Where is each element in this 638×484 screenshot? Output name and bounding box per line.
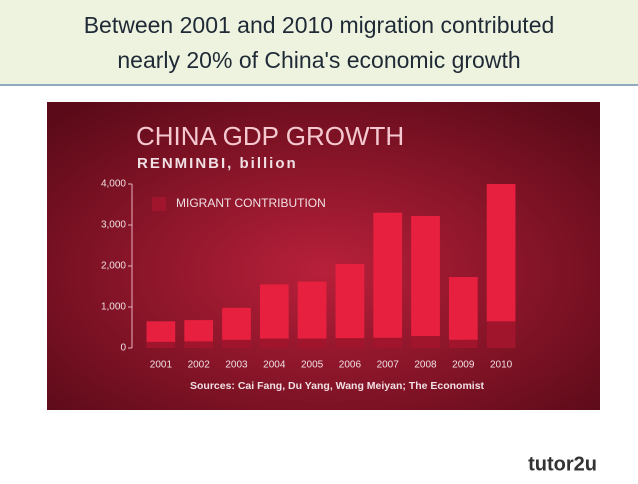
bar-segment: [335, 338, 365, 348]
x-tick-label: 2006: [339, 360, 362, 371]
chart-source: Sources: Cai Fang, Du Yang, Wang Meiyan;…: [190, 380, 485, 392]
header-line: Between 2001 and 2010 migration contribu…: [84, 12, 555, 38]
bar-segment: [222, 339, 251, 348]
bar-segment: [373, 212, 403, 338]
bar-segment: [411, 215, 440, 337]
bar-segment: [486, 321, 516, 348]
x-tick-label: 2005: [301, 360, 324, 371]
bar-segment: [373, 337, 403, 348]
bar-segment: [222, 307, 251, 340]
bar-segment: [259, 284, 289, 339]
bar-segment: [297, 281, 327, 339]
chart-subtitle: RENMINBI, billion: [137, 155, 298, 172]
bar-segment: [411, 336, 440, 348]
bar-segment: [335, 263, 365, 339]
header-band: [0, 0, 638, 85]
bar-segment: [259, 338, 289, 348]
bar-segment: [146, 321, 176, 342]
x-tick-label: 2001: [150, 360, 173, 371]
bar-segment: [297, 338, 327, 348]
x-tick-label: 2007: [377, 360, 400, 371]
y-tick-label: 1,000: [101, 302, 126, 313]
x-tick-label: 2002: [188, 360, 211, 371]
bar-segment: [448, 339, 478, 348]
logo: tutor2u: [528, 453, 597, 475]
bar-segment: [486, 184, 516, 322]
legend-label: MIGRANT CONTRIBUTION: [176, 196, 326, 210]
bar-segment: [146, 341, 176, 348]
y-tick-label: 3,000: [101, 220, 126, 231]
x-tick-label: 2003: [225, 360, 248, 371]
y-tick-label: 2,000: [101, 261, 126, 272]
x-tick-label: 2008: [414, 360, 437, 371]
header-line: nearly 20% of China's economic growth: [117, 47, 520, 73]
bar-segment: [184, 320, 214, 342]
legend-swatch: [152, 197, 166, 211]
x-tick-label: 2009: [452, 360, 475, 371]
x-tick-label: 2010: [490, 360, 513, 371]
y-tick-label: 4,000: [101, 179, 126, 190]
chart-title: CHINA GDP GROWTH: [136, 121, 404, 151]
bar-segment: [184, 341, 214, 348]
bar-segment: [448, 277, 478, 340]
y-tick-label: 0: [120, 343, 126, 354]
x-tick-label: 2004: [263, 360, 286, 371]
